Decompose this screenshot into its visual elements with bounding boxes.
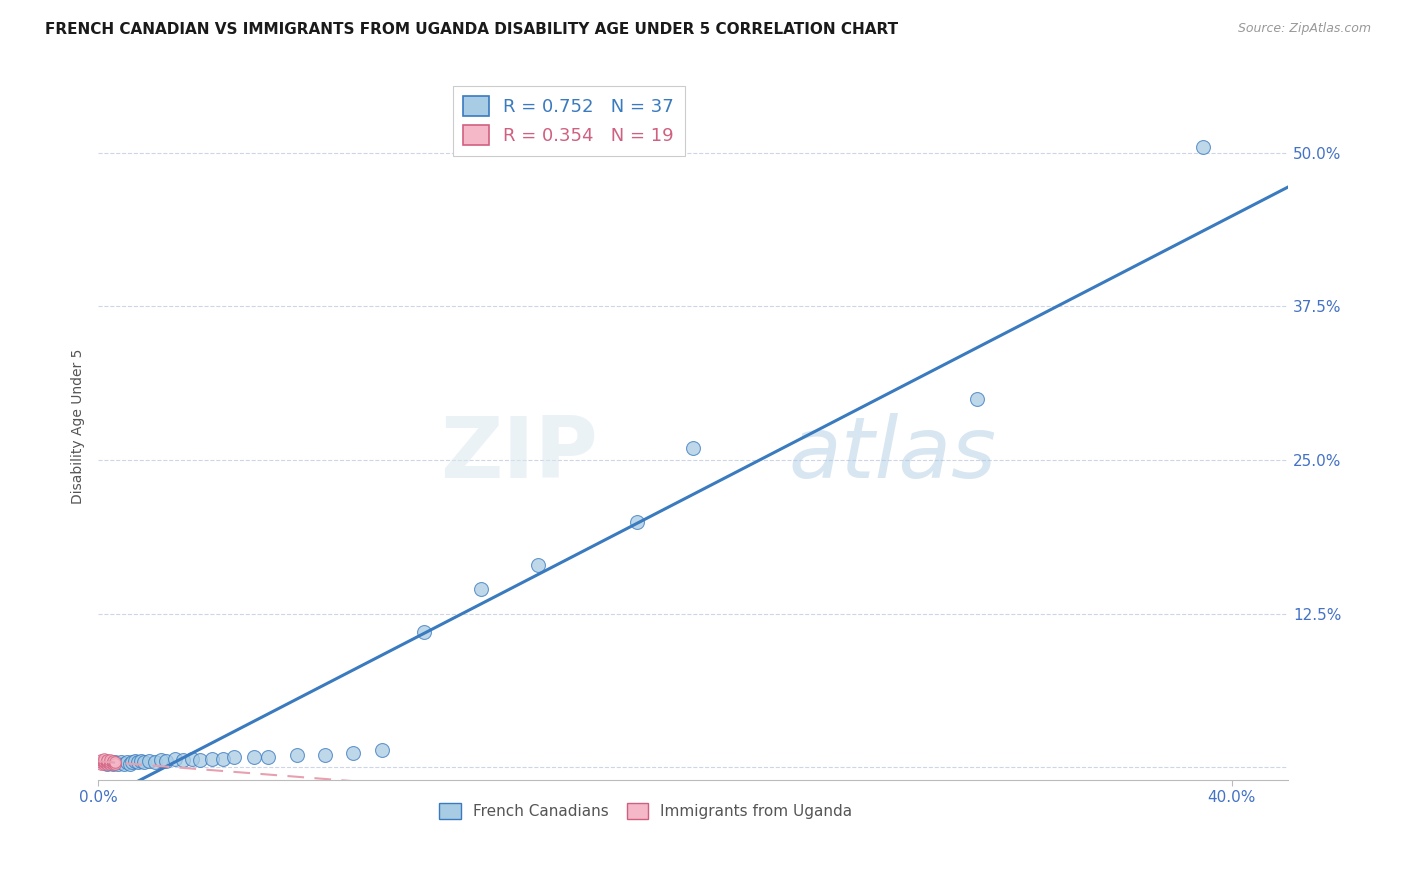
Point	[107, 756, 129, 771]
Point	[118, 756, 141, 771]
Point	[127, 756, 149, 770]
Point	[257, 750, 280, 764]
Point	[149, 753, 172, 767]
Point	[181, 752, 204, 766]
Point	[138, 754, 160, 768]
Point	[121, 756, 143, 770]
Point	[342, 746, 364, 760]
Point	[132, 756, 155, 770]
Point	[110, 756, 132, 770]
Point	[212, 752, 235, 766]
Point	[101, 756, 124, 770]
Text: atlas: atlas	[789, 413, 997, 496]
Point	[163, 752, 186, 766]
Point	[115, 756, 138, 770]
Point	[526, 558, 548, 572]
Point	[101, 756, 124, 771]
Point	[96, 756, 118, 770]
Point	[155, 754, 177, 768]
Point	[104, 756, 127, 770]
Point	[314, 747, 336, 762]
Point	[96, 754, 118, 768]
Point	[285, 747, 308, 762]
Point	[93, 754, 115, 768]
Legend: French Canadians, Immigrants from Uganda: French Canadians, Immigrants from Uganda	[433, 797, 859, 825]
Point	[1192, 139, 1215, 153]
Text: ZIP: ZIP	[440, 413, 598, 496]
Point	[190, 753, 212, 767]
Point	[682, 441, 704, 455]
Point	[413, 625, 436, 640]
Point	[129, 754, 152, 768]
Point	[93, 752, 115, 766]
Point	[98, 756, 121, 770]
Point	[371, 743, 394, 757]
Point	[90, 753, 112, 767]
Point	[96, 753, 118, 767]
Point	[96, 756, 118, 771]
Y-axis label: Disability Age Under 5: Disability Age Under 5	[72, 349, 86, 504]
Point	[243, 750, 266, 764]
Point	[124, 754, 146, 768]
Point	[626, 515, 648, 529]
Point	[143, 756, 166, 770]
Point	[104, 756, 127, 770]
Point	[98, 756, 121, 771]
Point	[172, 753, 194, 767]
Point	[201, 752, 224, 766]
Point	[96, 756, 118, 771]
Point	[112, 756, 135, 771]
Point	[470, 582, 492, 596]
Point	[966, 392, 988, 406]
Point	[101, 756, 124, 771]
Point	[90, 756, 112, 771]
Point	[90, 756, 112, 770]
Point	[93, 756, 115, 770]
Text: Source: ZipAtlas.com: Source: ZipAtlas.com	[1237, 22, 1371, 36]
Point	[224, 750, 246, 764]
Point	[98, 753, 121, 767]
Text: FRENCH CANADIAN VS IMMIGRANTS FROM UGANDA DISABILITY AGE UNDER 5 CORRELATION CHA: FRENCH CANADIAN VS IMMIGRANTS FROM UGAND…	[45, 22, 898, 37]
Point	[93, 756, 115, 771]
Point	[104, 756, 127, 771]
Point	[101, 754, 124, 768]
